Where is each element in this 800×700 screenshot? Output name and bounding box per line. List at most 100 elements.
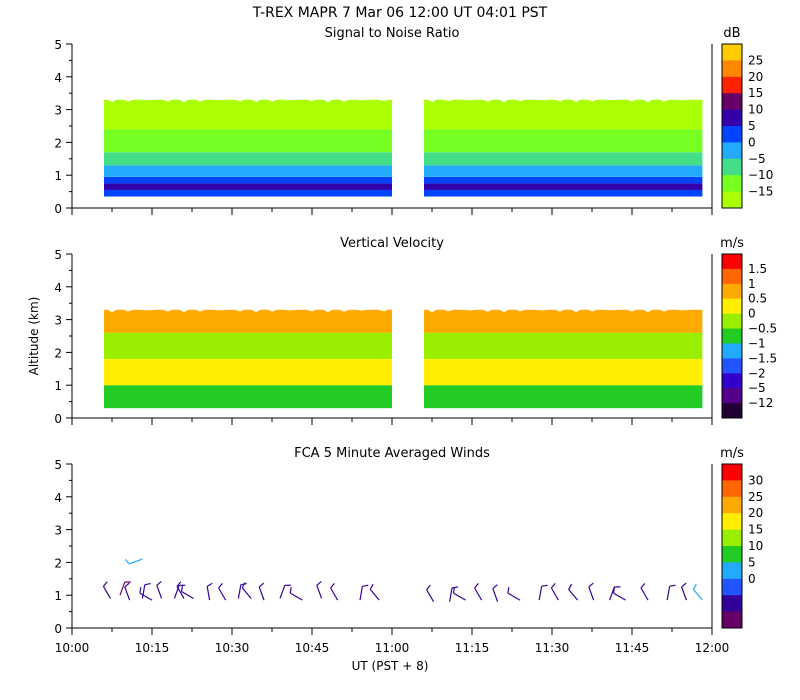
y-tick-label: 4: [54, 281, 62, 295]
colorbar-swatch: [722, 109, 742, 127]
wind-barb: [156, 580, 163, 599]
colorbar-swatch: [722, 496, 742, 514]
barb-staff: [681, 586, 687, 601]
colorbar-swatch: [722, 283, 742, 300]
heatmap-band: [424, 358, 703, 386]
barb-flag: [507, 587, 510, 594]
barb-staff: [369, 589, 380, 601]
barb-flag: [156, 580, 162, 586]
wind-barb: [612, 587, 626, 601]
colorbar-label: −15: [748, 185, 773, 199]
y-axis-label: Altitude (km): [27, 297, 41, 376]
barb-staff: [119, 581, 126, 596]
colorbar-label: −1: [748, 336, 766, 350]
colorbar-swatch: [722, 126, 742, 143]
colorbar-label: 15: [748, 86, 763, 100]
panel-title: FCA 5 Minute Averaged Winds: [294, 446, 490, 461]
colorbar-swatch: [722, 403, 742, 419]
x-tick-label: 10:30: [215, 641, 250, 655]
colorbar-swatch: [722, 373, 742, 389]
colorbar-swatch: [722, 298, 742, 315]
y-tick-label: 2: [54, 136, 62, 150]
y-tick-label: 2: [54, 346, 62, 360]
barb-staff: [124, 586, 131, 601]
y-tick-label: 0: [54, 412, 62, 426]
barb-staff: [613, 592, 626, 601]
wind-barb: [538, 584, 548, 601]
heatmap-band: [424, 332, 703, 359]
barb-staff: [492, 588, 499, 602]
wind-barb: [452, 587, 466, 601]
colorbar-swatch: [722, 388, 742, 404]
barb-flag: [550, 582, 556, 589]
wind-barb: [359, 584, 369, 601]
barb-staff: [279, 585, 286, 599]
heatmap-band: [104, 385, 392, 409]
colorbar-swatch: [722, 93, 742, 111]
colorbar-frame: [721, 463, 743, 629]
panel-title: Vertical Velocity: [340, 236, 444, 251]
barb-flag: [218, 582, 223, 589]
wind-barb: [218, 582, 227, 601]
colorbar-label: 10: [748, 539, 763, 553]
colorbar-label: 5: [748, 119, 756, 133]
barb-staff: [568, 589, 579, 601]
barb-flag: [124, 582, 130, 588]
colorbar-label: −2: [748, 366, 766, 380]
x-tick-label: 11:30: [535, 641, 570, 655]
wind-barb: [492, 584, 499, 602]
y-tick-label: 0: [54, 622, 62, 636]
colorbar-label: 0.5: [748, 292, 767, 306]
barb-staff: [316, 585, 323, 599]
colorbar-label: 1.5: [748, 262, 767, 276]
wind-barb: [316, 580, 323, 599]
heatmap-band: [104, 165, 392, 177]
colorbar-swatch: [722, 60, 742, 78]
x-tick-label: 12:00: [695, 641, 730, 655]
wind-barb: [173, 584, 186, 599]
colorbar-label: 0: [748, 307, 756, 321]
barb-staff: [206, 586, 211, 601]
panel-3: FCA 5 Minute Averaged Winds m/s 0 1 2 3 4 5 10:0…: [54, 446, 763, 655]
colorbar-label: −5: [748, 152, 766, 166]
heatmap-band: [104, 183, 392, 190]
barb-staff: [666, 586, 671, 601]
colorbar-swatch: [722, 562, 742, 580]
barb-staff: [241, 587, 252, 599]
wind-barb: [640, 582, 649, 601]
barb-flag: [102, 581, 108, 587]
heatmap-band: [424, 99, 703, 130]
colorbar-label: 20: [748, 506, 763, 520]
colorbar-swatch: [722, 313, 742, 330]
barb-flag: [258, 582, 265, 588]
heatmap-band: [424, 309, 703, 333]
colorbar-label: 20: [748, 70, 763, 84]
heatmap-band: [424, 189, 703, 197]
x-tick-label: 10:15: [135, 641, 170, 655]
wind-barb: [176, 581, 185, 599]
heatmap-band: [424, 176, 703, 184]
colorbar-swatch: [722, 254, 742, 270]
echo-top-edge: [104, 95, 392, 103]
colorbar-swatch: [722, 328, 742, 344]
barb-staff: [139, 592, 153, 601]
colorbar-label: −5: [748, 381, 766, 395]
barb-flag: [289, 587, 292, 594]
heatmap-band: [104, 309, 392, 333]
wind-barb: [241, 582, 252, 599]
panel-1: Signal to Noise Ratio dB 0 1 2 3 4 5 25 20 15 10 5 0 −…: [54, 26, 773, 216]
heatmap-band: [424, 129, 703, 153]
heatmap-band: [104, 358, 392, 386]
y-tick-label: 5: [54, 38, 62, 52]
barb-flag: [669, 584, 676, 587]
barb-staff: [640, 587, 649, 601]
wind-barb: [180, 585, 194, 599]
colorbar-swatch: [722, 343, 742, 359]
colorbar-swatch: [722, 358, 742, 374]
colorbar-label: −10: [748, 168, 773, 182]
wind-barb: [124, 558, 143, 565]
x-axis-label: UT (PST + 8): [352, 659, 429, 673]
panel-title: Signal to Noise Ratio: [325, 26, 460, 41]
y-tick-label: 5: [54, 458, 62, 472]
